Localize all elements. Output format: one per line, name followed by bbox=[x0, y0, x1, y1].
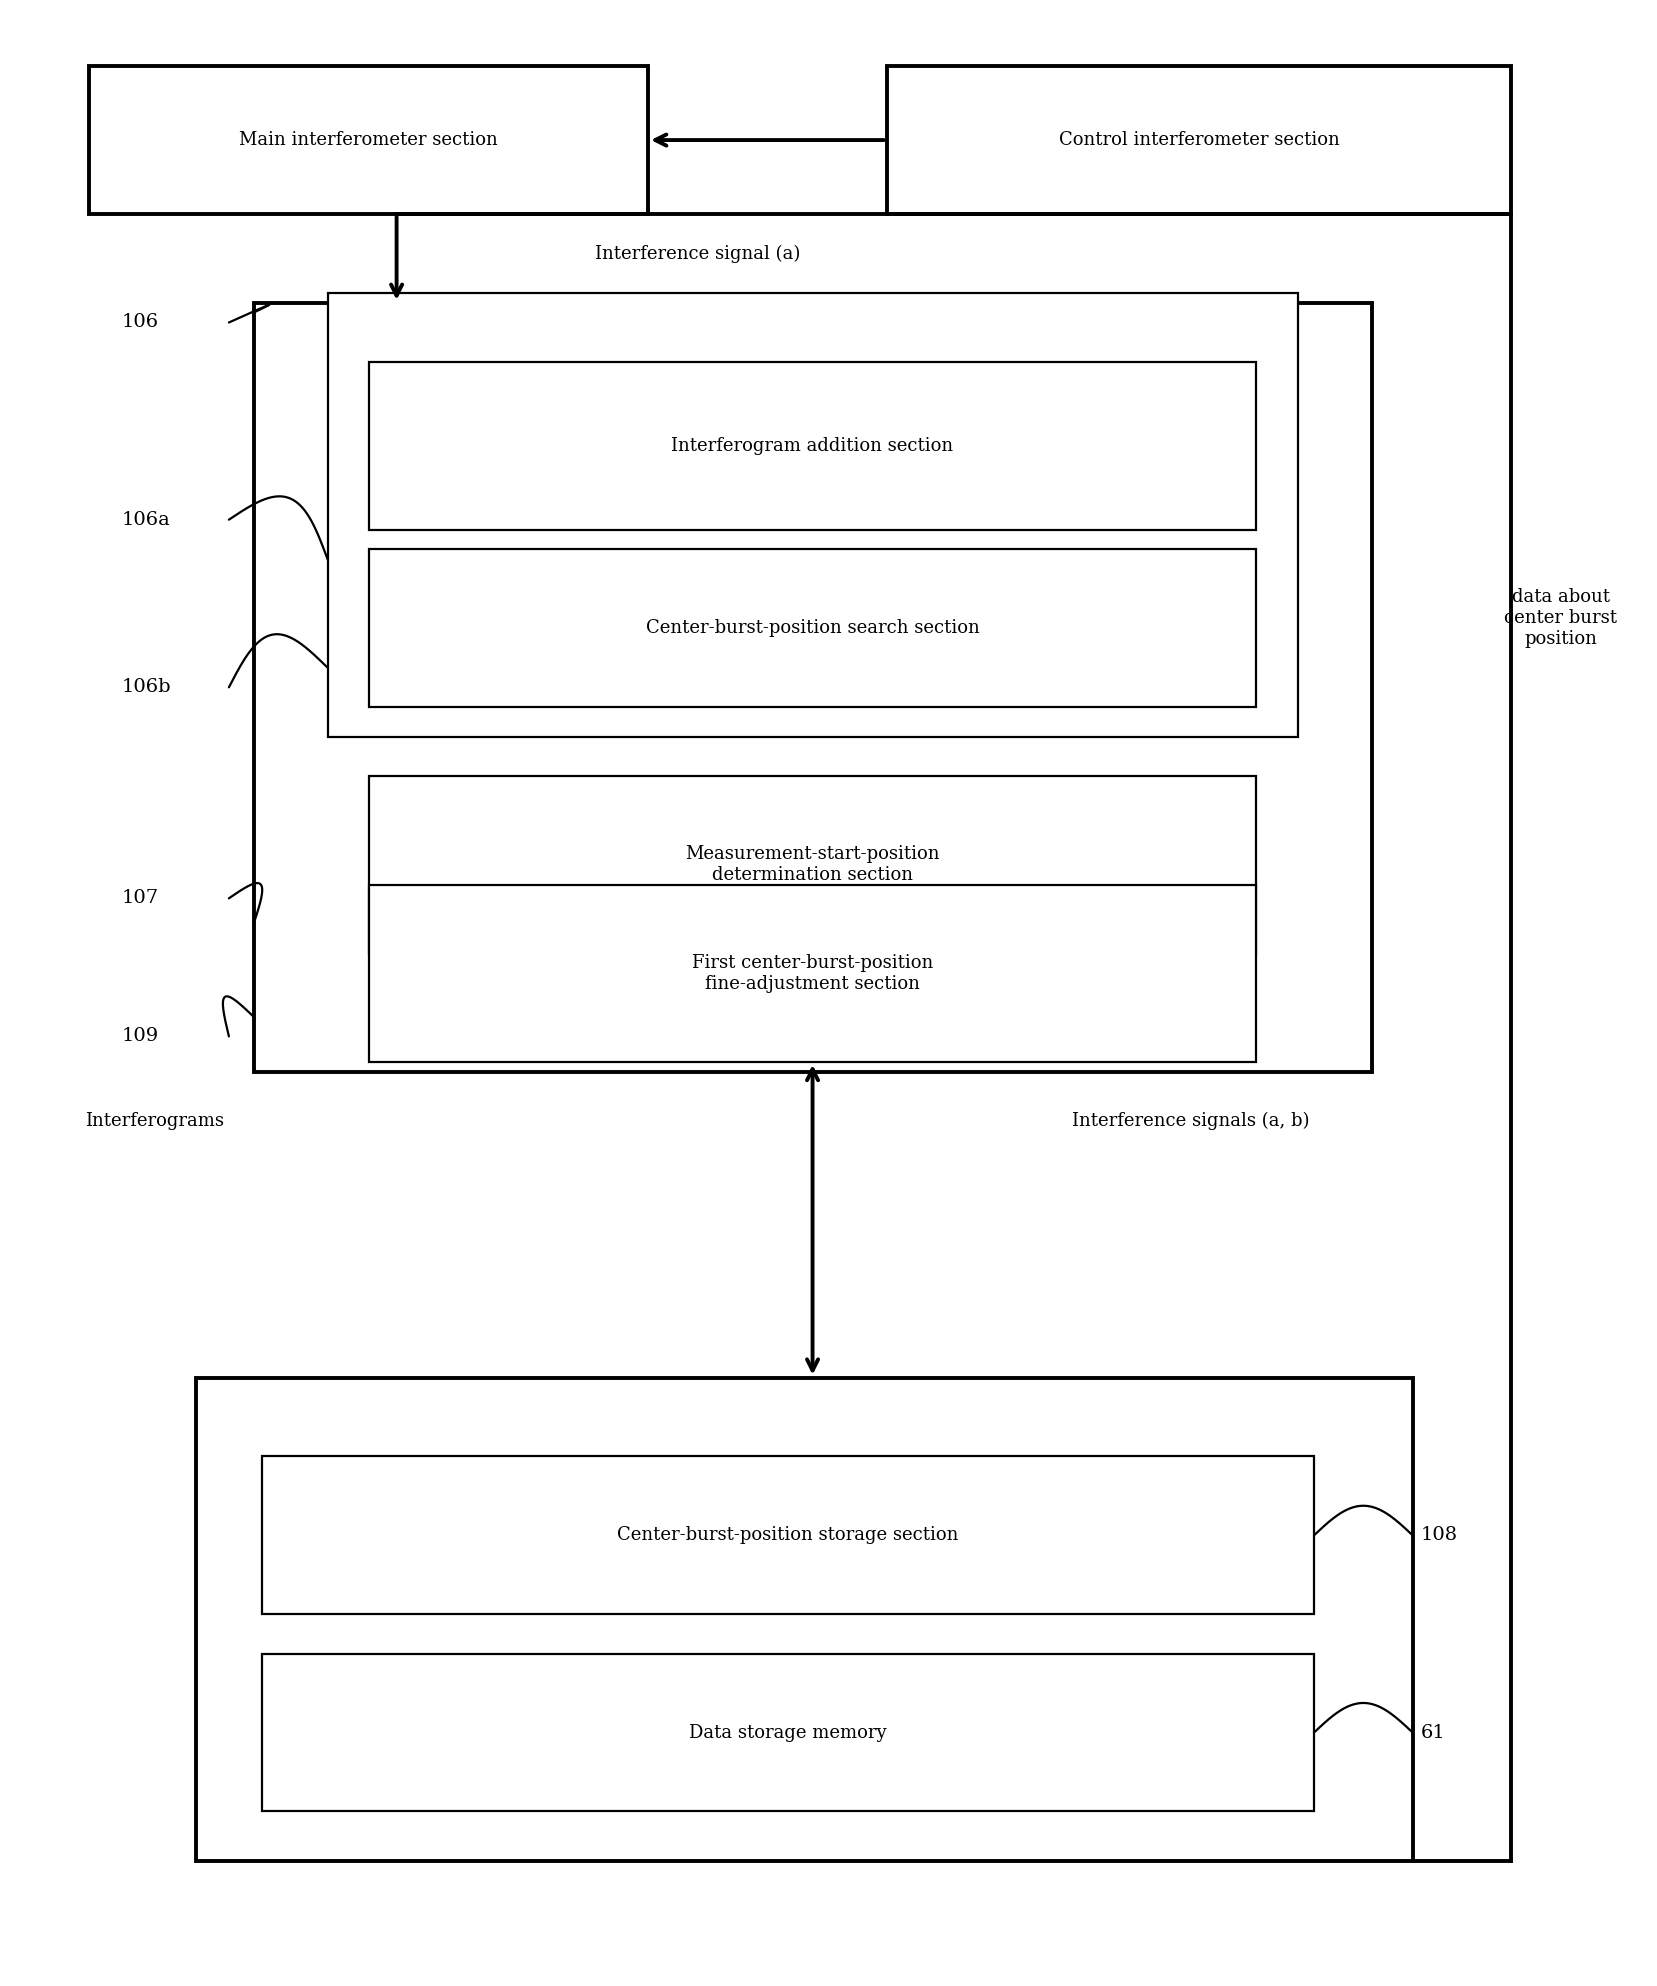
Text: Interferogram addition section: Interferogram addition section bbox=[671, 437, 953, 455]
Text: Measurement-start-position
determination section: Measurement-start-position determination… bbox=[684, 846, 940, 884]
Text: Center-burst-position search section: Center-burst-position search section bbox=[645, 620, 979, 638]
Bar bbox=[328, 292, 1297, 737]
Text: 106b: 106b bbox=[123, 679, 172, 697]
Text: Interference signal (a): Interference signal (a) bbox=[595, 244, 800, 262]
Text: 106a: 106a bbox=[123, 510, 171, 528]
Bar bbox=[368, 361, 1256, 530]
Text: Interferograms: Interferograms bbox=[86, 1112, 224, 1130]
Text: 109: 109 bbox=[123, 1027, 159, 1045]
Text: First center-burst-position
fine-adjustment section: First center-burst-position fine-adjustm… bbox=[691, 953, 933, 993]
Text: Main interferometer section: Main interferometer section bbox=[239, 131, 497, 149]
Bar bbox=[886, 66, 1511, 214]
Bar bbox=[368, 884, 1256, 1063]
Text: 107: 107 bbox=[123, 890, 159, 908]
Bar bbox=[196, 1378, 1412, 1861]
Text: 61: 61 bbox=[1420, 1724, 1445, 1742]
Text: Data storage memory: Data storage memory bbox=[689, 1724, 886, 1742]
Text: 106: 106 bbox=[123, 314, 159, 332]
Bar bbox=[262, 1654, 1314, 1811]
Text: 108: 108 bbox=[1420, 1527, 1457, 1545]
Bar bbox=[89, 66, 648, 214]
Bar bbox=[262, 1456, 1314, 1615]
Text: Control interferometer section: Control interferometer section bbox=[1057, 131, 1339, 149]
Bar bbox=[368, 550, 1256, 707]
Text: data about
center burst
position: data about center burst position bbox=[1503, 588, 1616, 647]
Text: Center-burst-position storage section: Center-burst-position storage section bbox=[616, 1527, 958, 1545]
Text: Interference signals (a, b): Interference signals (a, b) bbox=[1072, 1112, 1309, 1130]
Bar bbox=[368, 777, 1256, 953]
Bar bbox=[254, 302, 1370, 1072]
